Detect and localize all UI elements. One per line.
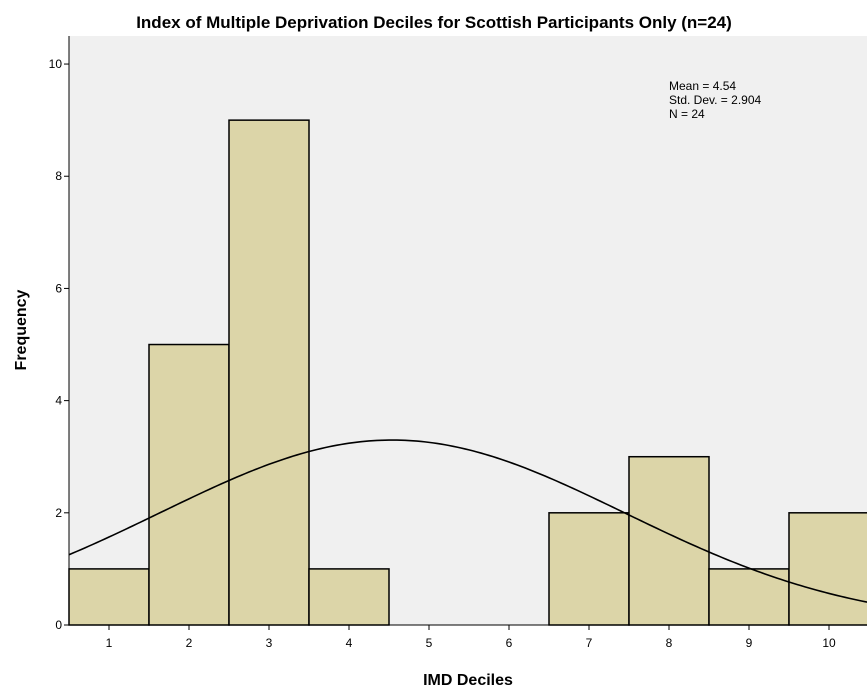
x-axis-title: IMD Deciles: [423, 672, 513, 689]
x-ticks-layer: 1 2 3 4 5 6 7 8 9 10: [106, 625, 836, 650]
bar-decile-3: [228, 119, 310, 626]
y-ticks-layer: 0 2 4 6 8 10: [49, 57, 69, 632]
x-tick-label: 8: [666, 636, 673, 650]
x-tick-label: 5: [426, 636, 433, 650]
x-tick-label: 2: [186, 636, 193, 650]
x-tick-label: 10: [822, 636, 836, 650]
chart-title: Index of Multiple Deprivation Deciles fo…: [136, 13, 732, 32]
x-tick-label: 7: [586, 636, 593, 650]
y-tick-label: 8: [55, 169, 62, 183]
x-tick-label: 3: [266, 636, 273, 650]
y-tick-label: 2: [55, 506, 62, 520]
bar-decile-1: [68, 568, 150, 626]
bar-decile-4: [308, 568, 390, 626]
y-tick-label: 4: [55, 394, 62, 408]
y-axis-title: Frequency: [13, 289, 30, 370]
normal-curve: [68, 439, 867, 603]
stats-box: Mean = 4.54 Std. Dev. = 2.904 N = 24: [669, 79, 761, 121]
bar-decile-8: [628, 455, 710, 626]
x-tick-label: 6: [506, 636, 513, 650]
stats-n: N = 24: [669, 107, 705, 121]
x-tick-label: 4: [346, 636, 353, 650]
stats-mean: Mean = 4.54: [669, 79, 736, 93]
stats-std-dev: Std. Dev. = 2.904: [669, 93, 761, 107]
y-tick-label: 10: [49, 57, 63, 71]
bar-decile-10: [788, 512, 867, 626]
y-tick-label: 6: [55, 281, 62, 295]
x-tick-label: 9: [746, 636, 753, 650]
bar-decile-7: [548, 512, 630, 626]
bar-decile-2: [148, 343, 230, 626]
curve-layer: [68, 439, 867, 603]
y-tick-label: 0: [55, 618, 62, 632]
bars-layer: [68, 119, 867, 626]
x-tick-label: 1: [106, 636, 113, 650]
